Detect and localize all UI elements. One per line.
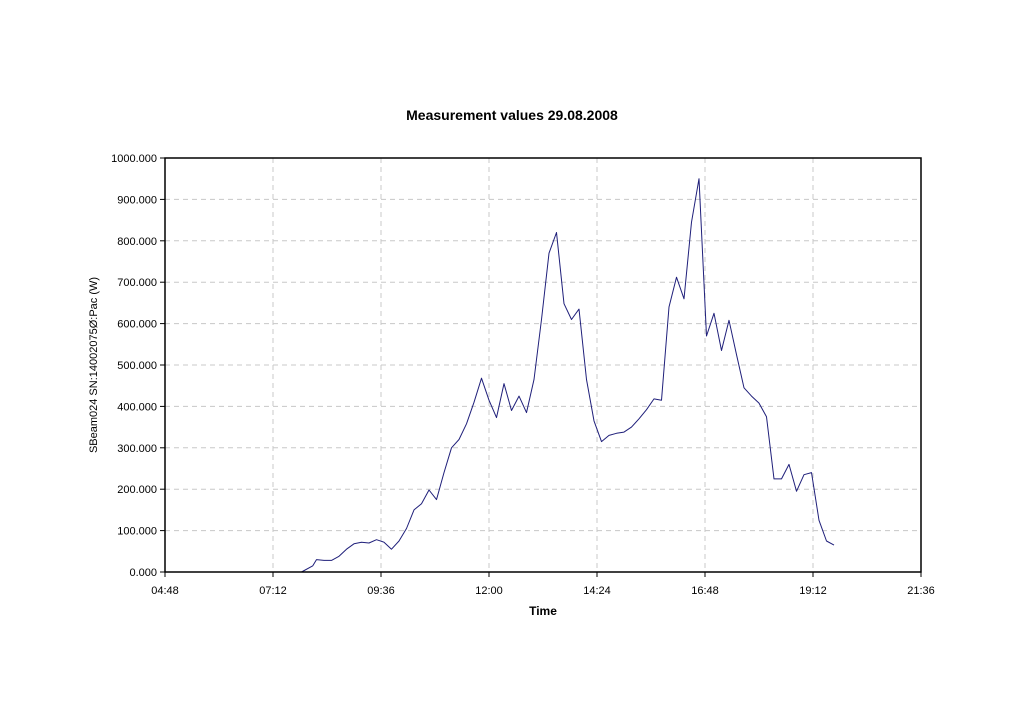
x-tick-label: 12:00 <box>475 585 503 597</box>
x-axis-label: Time <box>529 604 557 618</box>
y-tick-label: 400.000 <box>117 401 157 413</box>
y-tick-label: 800.000 <box>117 236 157 248</box>
x-tick-label: 21:36 <box>907 585 935 597</box>
y-axis-label: SBeam024 SN:14002075Ø:Pac (W) <box>88 277 100 453</box>
y-tick-label: 700.000 <box>117 277 157 289</box>
x-tick-label: 14:24 <box>583 585 611 597</box>
grid <box>165 158 921 572</box>
y-axis-ticks: 0.000 100.000 200.000 300.000 400.000 500.000… <box>111 153 165 579</box>
x-tick-label: 07:12 <box>259 585 287 597</box>
x-tick-label: 09:36 <box>367 585 395 597</box>
y-tick-label: 1000.000 <box>111 153 157 165</box>
y-tick-label: 200.000 <box>117 484 157 496</box>
x-axis-ticks: 04:48 07:12 09:36 12:00 14:24 16:48 19:12 21:36 <box>151 572 935 597</box>
x-tick-label: 04:48 <box>151 585 179 597</box>
y-tick-label: 500.000 <box>117 360 157 372</box>
x-tick-label: 19:12 <box>799 585 827 597</box>
y-tick-label: 900.000 <box>117 194 157 206</box>
y-tick-label: 0.000 <box>129 567 157 579</box>
x-tick-label: 16:48 <box>691 585 719 597</box>
series-line <box>301 178 835 573</box>
y-tick-label: 600.000 <box>117 319 157 331</box>
y-tick-label: 300.000 <box>117 443 157 455</box>
chart-title: Measurement values 29.08.2008 <box>406 107 618 123</box>
y-tick-label: 100.000 <box>117 526 157 538</box>
series-group <box>301 178 835 573</box>
